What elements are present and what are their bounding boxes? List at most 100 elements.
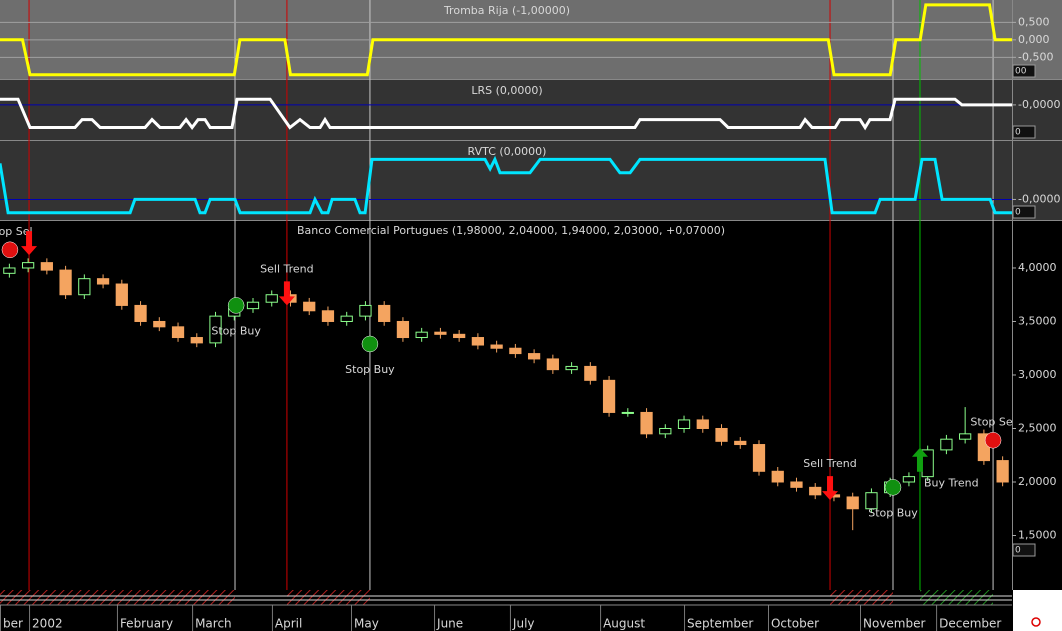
candle-body bbox=[40, 262, 53, 271]
panel-background bbox=[0, 80, 1062, 140]
x-tick-label: May bbox=[354, 617, 379, 631]
candle-body bbox=[996, 460, 1009, 483]
bottom-strip bbox=[0, 590, 1012, 606]
candle-body bbox=[321, 310, 335, 322]
candle-body bbox=[846, 496, 859, 510]
candle-body bbox=[190, 337, 203, 344]
candle-body bbox=[134, 304, 147, 322]
candle-body bbox=[153, 320, 166, 328]
candle-body bbox=[940, 438, 953, 451]
candle-body bbox=[640, 411, 653, 435]
panel-background bbox=[0, 221, 1062, 590]
y-tick-label: 4,0000 bbox=[1018, 261, 1057, 274]
candle-body bbox=[959, 433, 972, 440]
panel: Stop Sel Stop Buy Sell Trend Stop Buy Sell T… bbox=[0, 225, 1012, 531]
y-tick-label: -0,0000 bbox=[1018, 192, 1060, 205]
x-tick-label: October bbox=[771, 617, 819, 631]
axis-box bbox=[1012, 543, 1036, 557]
axis-box bbox=[1012, 64, 1036, 78]
candle-body bbox=[378, 304, 391, 322]
candle-body bbox=[584, 365, 597, 381]
axis-box-label: 00 bbox=[1015, 67, 1027, 77]
panel-title: Tromba Rija (-1,00000) bbox=[443, 4, 570, 17]
candle-body bbox=[546, 358, 559, 371]
panel bbox=[0, 155, 1012, 215]
candle-body bbox=[621, 411, 634, 414]
candle-body bbox=[115, 283, 128, 306]
candle-body bbox=[359, 304, 372, 317]
candle-body bbox=[734, 440, 747, 446]
candle-body bbox=[21, 262, 35, 269]
candle-body bbox=[3, 267, 16, 274]
x-tick-label: February bbox=[120, 617, 173, 631]
candle-body bbox=[396, 320, 410, 339]
y-tick-label: -0,0000 bbox=[1018, 98, 1060, 111]
candle-body bbox=[677, 419, 691, 429]
y-tick-label: 0,500 bbox=[1018, 15, 1050, 28]
candle-body bbox=[303, 301, 316, 312]
candle-body bbox=[865, 492, 878, 510]
candle-body bbox=[809, 486, 822, 496]
candle-body bbox=[565, 365, 578, 371]
y-tick-label: 2,5000 bbox=[1018, 421, 1057, 434]
axis-box bbox=[1012, 125, 1036, 139]
y-tick-label: -0,500 bbox=[1018, 50, 1053, 63]
x-tick-label: December bbox=[939, 617, 1001, 631]
annotation-label: Stop Buy bbox=[345, 363, 395, 376]
trend-arrow bbox=[822, 476, 839, 501]
candle-body bbox=[78, 278, 91, 296]
annotation-label: Stop Sel bbox=[0, 225, 33, 238]
candle-body bbox=[340, 315, 353, 322]
x-tick-label: ber bbox=[3, 617, 23, 631]
candle-body bbox=[490, 344, 503, 349]
x-tick-label: September bbox=[687, 617, 753, 631]
axis-box bbox=[1012, 205, 1036, 219]
x-tick-label: November bbox=[863, 617, 925, 631]
axis-box-label: 0 bbox=[1015, 128, 1021, 138]
panel bbox=[0, 3, 1012, 77]
candle-body bbox=[434, 331, 447, 335]
annotation-label: Sell Trend bbox=[803, 457, 856, 470]
annotation-label: Stop Buy bbox=[868, 506, 918, 519]
x-tick-label: July bbox=[512, 617, 535, 631]
candle-body bbox=[527, 353, 541, 360]
panel-title: RVTC (0,0000) bbox=[468, 145, 547, 158]
candle-body bbox=[453, 333, 466, 339]
trend-arrow bbox=[21, 231, 38, 256]
y-tick-label: 3,5000 bbox=[1018, 314, 1057, 327]
x-tick-label: 2002 bbox=[32, 617, 63, 631]
indicator-line bbox=[0, 155, 1012, 215]
y-tick-label: 0,000 bbox=[1018, 33, 1050, 46]
x-tick-label: August bbox=[603, 617, 645, 631]
y-tick-label: 2,0000 bbox=[1018, 475, 1057, 488]
candle-body bbox=[771, 470, 784, 483]
stop-marker bbox=[361, 335, 379, 353]
trend-arrow bbox=[278, 281, 295, 306]
candle-body bbox=[902, 476, 916, 483]
x-tick-label: March bbox=[195, 617, 232, 631]
annotation-label: Sell Trend bbox=[260, 262, 313, 275]
candle-body bbox=[659, 427, 672, 435]
y-tick-label: 1,5000 bbox=[1018, 528, 1057, 541]
annotation-label: Stop Buy bbox=[211, 324, 261, 337]
candle-body bbox=[415, 331, 428, 339]
candle-body bbox=[696, 419, 709, 429]
panel-background bbox=[0, 141, 1062, 220]
candle-body bbox=[265, 294, 278, 303]
axis-box-label: 0 bbox=[1015, 546, 1021, 556]
candle-body bbox=[715, 427, 728, 442]
candle-body bbox=[209, 315, 222, 344]
candle-body bbox=[96, 278, 110, 285]
candle-body bbox=[752, 444, 766, 472]
stop-marker bbox=[884, 479, 902, 496]
panel-title: LRS (0,0000) bbox=[471, 84, 542, 97]
candle-body bbox=[790, 481, 803, 488]
corner-box bbox=[1013, 590, 1062, 631]
axis-box-label: 0 bbox=[1015, 208, 1021, 218]
candle-body bbox=[471, 337, 485, 346]
x-tick-label: April bbox=[275, 617, 302, 631]
candle-body bbox=[59, 269, 72, 296]
annotation-label: Buy Trend bbox=[924, 477, 979, 490]
